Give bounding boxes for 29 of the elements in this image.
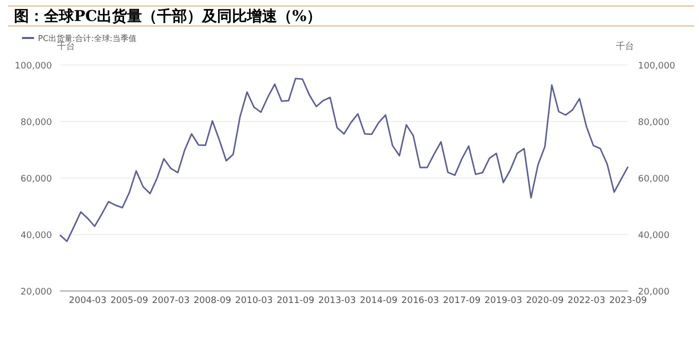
y2-tick-label: 40,000	[638, 231, 670, 241]
y2-tick-label: 100,000	[638, 62, 676, 72]
y2-tick-label: 20,000	[638, 288, 670, 298]
y-tick-label: 100,000	[14, 62, 52, 72]
x-tick-label: 2022-03	[568, 296, 606, 306]
y2-tick-label: 80,000	[638, 118, 670, 128]
y-axis-title: 千台	[57, 41, 75, 52]
line-series	[59, 78, 629, 242]
y-tick-label: 60,000	[20, 174, 52, 184]
legend-label: PC出货量:合计:全球:当季值	[38, 34, 136, 43]
y-tick-label: 80,000	[20, 118, 52, 128]
x-tick-label: 2019-03	[484, 296, 522, 306]
x-tick-label: 2011-09	[276, 296, 315, 306]
x-tick-label: 2010-03	[235, 296, 273, 306]
x-tick-label: 2020-09	[526, 296, 564, 306]
x-tick-label: 2017-09	[442, 296, 481, 306]
chart-title: 图：全球PC出货量（千部）及同比增速（%）	[14, 7, 322, 25]
x-tick-label: 2005-09	[110, 296, 148, 306]
x-tick-label: 2013-03	[318, 296, 356, 306]
x-tick-label: 2023-09	[609, 296, 648, 306]
x-tick-label: 2007-03	[152, 296, 190, 306]
y-tick-label: 40,000	[20, 231, 52, 241]
y2-axis-title: 千台	[616, 41, 634, 52]
y2-tick-label: 60,000	[638, 174, 670, 184]
y-tick-label: 20,000	[20, 288, 52, 298]
x-tick-label: 2016-03	[401, 296, 439, 306]
x-tick-label: 2004-03	[68, 296, 107, 306]
x-tick-label: 2008-09	[194, 296, 232, 306]
x-tick-label: 2014-09	[360, 296, 398, 306]
